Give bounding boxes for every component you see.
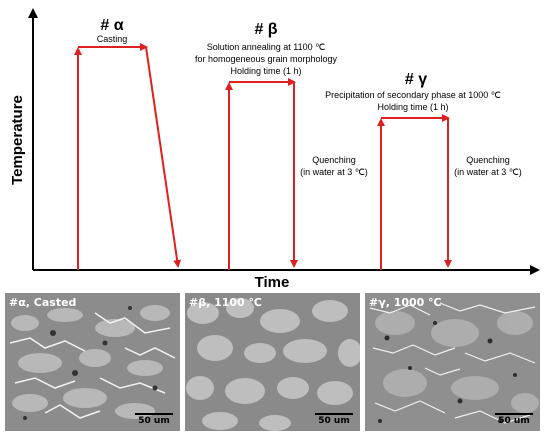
scale-bar-line <box>495 413 533 415</box>
micrograph-beta-scalebar: 50 um <box>315 413 353 426</box>
stage-gamma-title: # γ <box>405 71 427 88</box>
micrograph-alpha-label: #α, Casted <box>9 296 77 309</box>
alpha-cooling-arrow <box>145 46 182 268</box>
stage-beta-line-1: Solution annealing at 1100 ℃ <box>207 42 326 52</box>
x-axis-label: Time <box>255 274 290 290</box>
scale-bar-line <box>315 413 353 415</box>
stage-alpha <box>74 43 182 270</box>
micrograph-gamma-label: #γ, 1000 ℃ <box>369 296 442 309</box>
micrograph-gamma-scalebar: 50 um <box>495 413 533 426</box>
stage-beta-quench-1: Quenching <box>312 155 356 165</box>
stage-beta-line-3: Holding time (1 h) <box>230 66 301 76</box>
stage-gamma <box>377 114 452 270</box>
stage-alpha-line-1: Casting <box>97 34 128 44</box>
stage-gamma-quench-1: Quenching <box>466 155 510 165</box>
micrograph-gamma-scale-text: 50 um <box>498 416 530 426</box>
stage-gamma-line-2: Holding time (1 h) <box>377 102 448 112</box>
stage-gamma-quench-2: (in water at 3 ℃) <box>454 167 522 177</box>
stage-beta-quench-2: (in water at 3 ℃) <box>300 167 368 177</box>
micrograph-gamma-texture <box>365 293 540 431</box>
stage-beta-line-2: for homogeneous grain morphology <box>195 54 338 64</box>
y-axis-label: Temperature <box>9 95 26 185</box>
micrograph-gamma: #γ, 1000 ℃ 50 um <box>365 293 540 431</box>
stage-beta <box>225 78 298 270</box>
stage-beta-title: # β <box>254 21 277 38</box>
micrograph-alpha-scale-text: 50 um <box>138 416 170 426</box>
micrograph-alpha-scalebar: 50 um <box>135 413 173 426</box>
micrograph-beta: #β, 1100 ℃ 50 um <box>185 293 360 431</box>
scale-bar-line <box>135 413 173 415</box>
micrograph-beta-scale-text: 50 um <box>318 416 350 426</box>
heat-treatment-diagram: Temperature Time # α Casting # β Solutio… <box>9 8 540 290</box>
micrograph-beta-texture <box>185 293 360 431</box>
stage-alpha-title: # α <box>100 17 123 34</box>
micrograph-alpha-texture <box>5 293 180 431</box>
stage-gamma-line-1: Precipitation of secondary phase at 1000… <box>325 90 501 100</box>
micrograph-beta-label: #β, 1100 ℃ <box>189 296 262 309</box>
micrograph-alpha: #α, Casted 50 um <box>5 293 180 431</box>
